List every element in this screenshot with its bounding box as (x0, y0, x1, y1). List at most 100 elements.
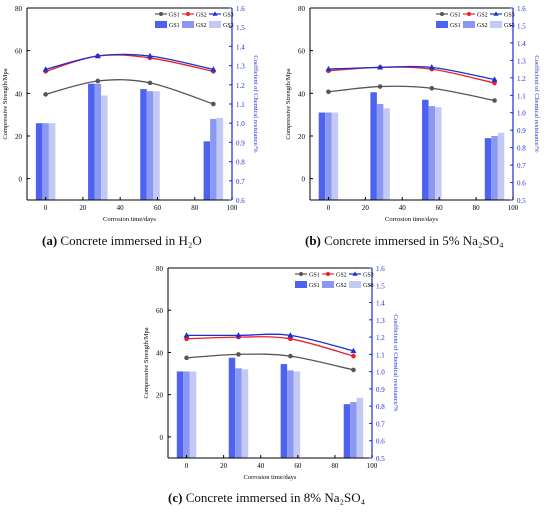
y-right-tick-label: 1.0 (517, 110, 526, 118)
y-right-tick-label: 1.0 (376, 369, 385, 377)
point-gs2-2 (288, 336, 293, 342)
y-right-tick-label: 1.3 (236, 63, 245, 71)
y-right-tick-label: 0.7 (376, 420, 385, 428)
bar-gs2-3 (491, 136, 498, 200)
y-right-tick-label: 1.6 (236, 5, 245, 13)
y-tick-label: 60 (298, 48, 306, 56)
point-gs2-3 (492, 80, 497, 86)
y-tick-label: 60 (15, 48, 23, 56)
point-gs1-1 (377, 84, 383, 89)
caption-b-text: Concrete immersed in 5% Na₂SO₄ (324, 233, 504, 248)
caption-a-label: (a) (42, 233, 58, 248)
legend-bar-swatch-gs2 (182, 21, 194, 28)
bar-gs2-1 (94, 83, 102, 200)
point-gs3-3 (210, 66, 217, 72)
x-tick-label: 40 (399, 204, 407, 212)
y-right-tick-label: 0.7 (517, 162, 526, 170)
legend-line-label-gs3: GS3 (223, 13, 234, 19)
legend-line-label-gs2: GS2 (196, 13, 207, 19)
bar-gs2-3 (210, 118, 217, 200)
y-right-tick-label: 0.6 (517, 180, 526, 188)
x-tick-label: 0 (44, 204, 48, 212)
y-right-tick-label: 1.0 (236, 120, 245, 128)
y-tick-label: 80 (156, 265, 164, 273)
line-gs1 (45, 79, 214, 105)
y-tick-label: 0 (19, 176, 23, 184)
bar-gs3-3 (356, 397, 364, 458)
y-axis-label: Compressive Strength/Mpa (2, 68, 9, 139)
bar-gs3-0 (331, 112, 339, 200)
y-axis-label: Compressive Strength/Mpa (143, 327, 150, 398)
y-right-tick-label: 0.5 (376, 455, 385, 463)
x-axis-label: Corrosion time/days (385, 216, 438, 223)
point-gs1-0 (43, 92, 48, 97)
point-gs3-2 (287, 332, 294, 338)
caption-a-text: Concrete immersed in H₂O (60, 233, 202, 248)
legend-bar-swatch-gs1 (295, 281, 307, 288)
point-gs1-0 (184, 355, 189, 361)
legend-bar-label-gs1: GS1 (309, 283, 320, 289)
point-gs3-3 (491, 76, 498, 82)
legend-marker-gs1 (440, 12, 444, 16)
point-gs3-1 (235, 332, 242, 338)
y-tick-label: 60 (156, 307, 164, 315)
x-tick-label: 20 (79, 204, 87, 212)
line-gs2 (328, 66, 495, 84)
legend-bar-swatch-gs3 (349, 281, 361, 288)
line-gs1 (186, 353, 354, 371)
bar-gs1-0 (318, 112, 326, 200)
line-gs2 (45, 54, 214, 72)
y-tick-label: 20 (15, 133, 23, 141)
y-tick-label: 40 (15, 90, 23, 98)
y-tick-label: 0 (302, 176, 306, 184)
bar-gs1-3 (484, 138, 492, 200)
legend-marker-gs3 (493, 11, 499, 16)
bar-gs2-2 (146, 91, 154, 200)
bar-gs3-1 (241, 369, 249, 458)
y-right-tick-label: 1.1 (376, 351, 385, 359)
x-tick-label: 100 (227, 204, 238, 212)
point-gs1-1 (95, 78, 101, 84)
bar-gs3-2 (153, 91, 160, 200)
x-tick-label: 100 (508, 204, 519, 212)
chart-panel-na2so4-5: 0 20 40 60 80 0 20 40 60 80 100 0.5 0.6 0.7 0.8 0.9 1.0 1… (283, 0, 550, 235)
caption-c-text: Concrete immersed in 8% Na₂SO₄ (185, 490, 366, 505)
legend-line-label-gs3: GS3 (363, 273, 374, 279)
bar-gs2-2 (287, 370, 294, 458)
y-tick-label: 80 (15, 5, 23, 13)
y-right-tick-label: 1.4 (517, 40, 526, 48)
legend-line-label-gs1: GS1 (169, 13, 180, 19)
legend-bar-swatch-gs1 (436, 21, 448, 28)
legend-marker-gs1 (159, 12, 163, 16)
legend-bar-swatch-gs3 (490, 21, 502, 28)
y-right-tick-label: 1.2 (236, 82, 245, 90)
legend-line-label-gs2: GS2 (477, 13, 488, 19)
bar-gs2-2 (428, 106, 436, 200)
y-right-tick-label: 1.5 (236, 24, 245, 32)
caption-c-label: (c) (168, 490, 183, 505)
x-tick-label: 100 (367, 462, 378, 470)
y-tick-label: 20 (298, 133, 306, 141)
legend-bar-label-gs1: GS1 (450, 23, 461, 29)
legend-bar-swatch-gs3 (209, 21, 221, 28)
point-gs1-3 (211, 101, 216, 107)
caption-a: (a) Concrete immersed in H₂O (42, 233, 202, 249)
legend-bar-label-gs2: GS2 (336, 283, 347, 289)
caption-b: (b) Concrete immersed in 5% Na₂SO₄ (305, 233, 504, 249)
bar-gs1-1 (228, 357, 236, 458)
y-right-tick-label: 0.8 (517, 145, 526, 153)
bar-gs3-3 (216, 117, 224, 200)
legend-bar-swatch-gs2 (322, 281, 334, 288)
point-gs3-0 (42, 66, 49, 72)
y-right-tick-label: 1.1 (236, 101, 245, 109)
y-right-tick-label: 0.9 (376, 386, 385, 394)
legend-line-label-gs2: GS2 (336, 273, 347, 279)
legend-bar-label-gs1: GS1 (169, 23, 180, 29)
bar-gs2-1 (376, 104, 384, 200)
y-right-tick-label: 0.8 (236, 159, 245, 167)
point-gs1-1 (236, 352, 241, 357)
bar-gs1-3 (343, 404, 351, 458)
x-tick-label: 20 (362, 204, 370, 212)
bar-gs1-2 (422, 99, 429, 200)
